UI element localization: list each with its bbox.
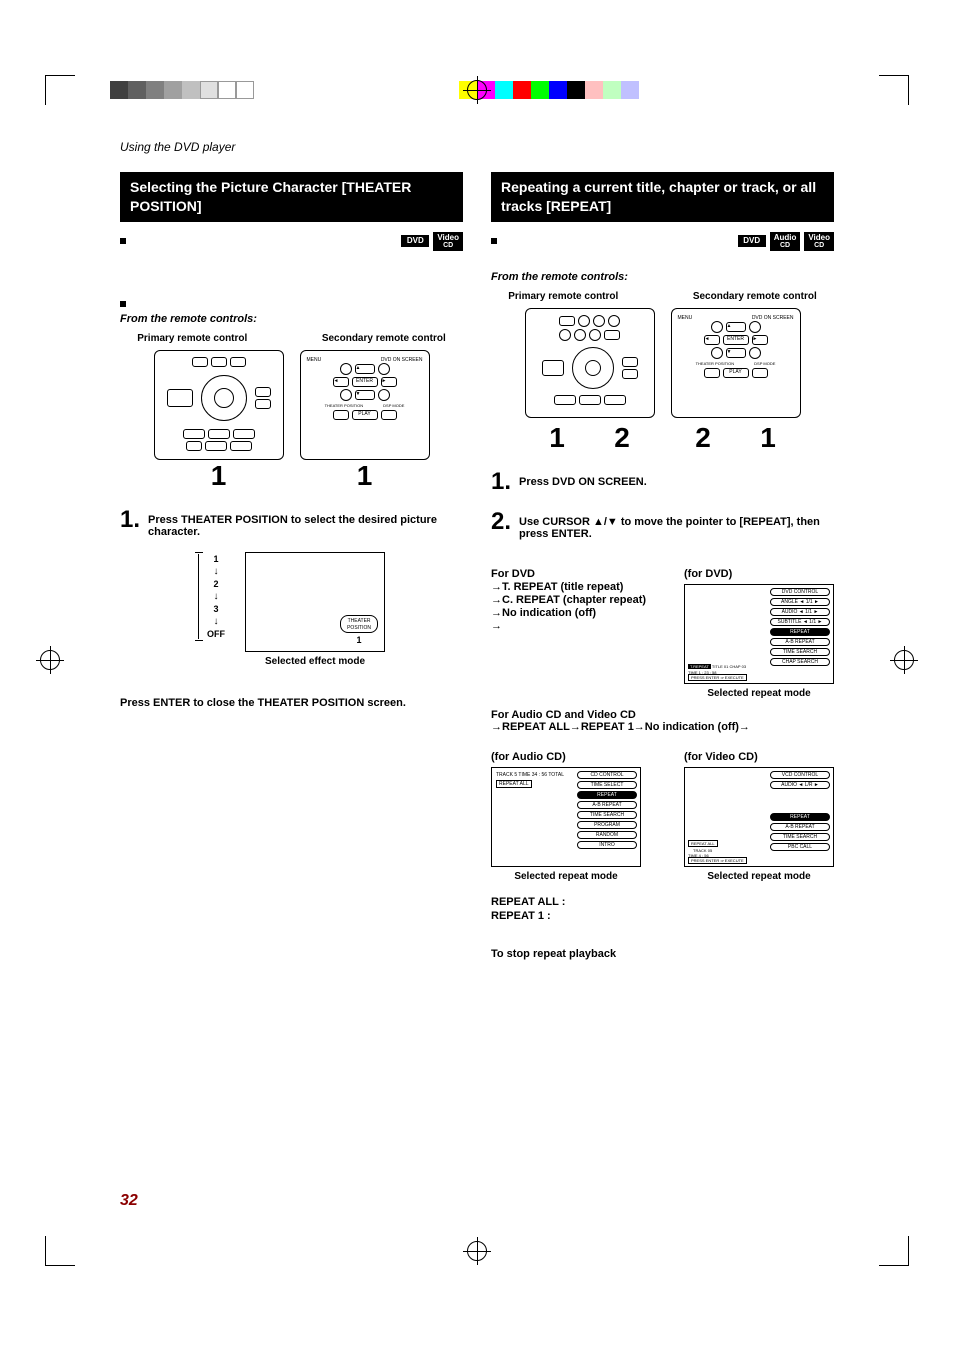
effect-cycle-list: 1 ↓ 2 ↓ 3 ↓ OFF [198, 552, 225, 667]
left-column: Selecting the Picture Character [THEATER… [120, 172, 463, 960]
step-text: Press THEATER POSITION to select the des… [148, 514, 463, 538]
crop-mark [45, 1236, 75, 1266]
video-osd-caption: Selected repeat mode [684, 871, 834, 882]
crop-mark [45, 75, 75, 105]
tv-caption: Selected effect mode [245, 656, 385, 667]
section-title-left: Selecting the Picture Character [THEATER… [120, 172, 463, 222]
video-cd-badge: VideoCD [433, 232, 463, 251]
secondary-remote-label: Secondary remote control [693, 291, 817, 302]
bullet-icon [120, 301, 126, 307]
registration-mark-right [894, 650, 914, 670]
primary-remote-diagram [525, 308, 655, 418]
primary-remote-label: Primary remote control [508, 291, 618, 302]
for-video-label: (for Video CD) [684, 751, 834, 763]
remote-diagrams-left: 1 MENUDVD ON SCREEN ▲ ◄ENTER► ▼ THEATER … [120, 350, 463, 492]
callout-number: 1 [300, 460, 430, 492]
section-title-right: Repeating a current title, chapter or tr… [491, 172, 834, 222]
page-number: 32 [120, 1192, 138, 1210]
crop-mark [879, 1236, 909, 1266]
primary-remote-diagram [154, 350, 284, 460]
print-marks-bottom [0, 1231, 954, 1271]
running-head: Using the DVD player [120, 140, 834, 154]
crop-mark [879, 75, 909, 105]
primary-remote-label: Primary remote control [137, 333, 247, 344]
remote-note-right: From the remote controls: [491, 271, 834, 283]
close-instruction: Press ENTER to close the THEATER POSITIO… [120, 697, 463, 709]
tv-screen-diagram: THEATERPOSITION 1 Selected effect mode [245, 552, 385, 667]
step-text: Use CURSOR ▲/▼ to move the pointer to [R… [519, 516, 834, 540]
osd-pill: THEATERPOSITION [340, 615, 378, 633]
step-number: 1. [491, 470, 511, 494]
registration-mark [467, 1241, 487, 1261]
print-marks-top [0, 70, 954, 110]
for-cd-label: For Audio CD and Video CD [491, 709, 834, 721]
dvd-osd-diagram: DVD CONTROL ANGLE ◄ 1/1 ► AUDIO ◄ 1/1 ► … [684, 584, 834, 684]
dvd-osd-caption: Selected repeat mode [684, 688, 834, 699]
bullet-icon [491, 238, 497, 244]
audio-osd-caption: Selected repeat mode [491, 871, 641, 882]
dvd-badge: DVD [738, 235, 766, 247]
stop-repeat-heading: To stop repeat playback [491, 948, 834, 960]
remote-diagrams-right: 12 MENUDVD ON SCREEN ▲ ◄ENTER► ▼ THEATER… [491, 308, 834, 454]
registration-mark [467, 80, 487, 100]
for-audio-label: (for Audio CD) [491, 751, 641, 763]
remote-note-left: From the remote controls: [120, 313, 463, 325]
effect-diagram-row: 1 ↓ 2 ↓ 3 ↓ OFF THEATERPOSITION 1 [120, 552, 463, 667]
audio-cd-osd-diagram: TRACK 5 TIME 34 : 56 TOTAL REPEAT ALL CD… [491, 767, 641, 867]
dvd-badge: DVD [401, 235, 429, 247]
bullet-icon [120, 238, 126, 244]
secondary-remote-diagram: MENUDVD ON SCREEN ▲ ◄ENTER► ▼ THEATER PO… [300, 350, 430, 460]
format-badges-right: DVD AudioCD VideoCD [491, 232, 834, 251]
secondary-remote-diagram: MENUDVD ON SCREEN ▲ ◄ENTER► ▼ THEATER PO… [671, 308, 801, 418]
audio-cd-badge: AudioCD [770, 232, 801, 251]
repeat-1-def: REPEAT 1 : [491, 910, 834, 922]
cd-repeat-cycle: →REPEAT ALL→REPEAT 1→No indication (off)… [491, 721, 834, 733]
greyscale-bar [110, 81, 254, 99]
for-dvd-osd-label: (for DVD) [684, 568, 834, 580]
format-badges-left: DVD VideoCD [120, 232, 463, 251]
right-column: Repeating a current title, chapter or tr… [491, 172, 834, 960]
page-content: Using the DVD player Selecting the Pictu… [120, 140, 834, 1210]
video-cd-osd-diagram: VCD CONTROL AUDIO ◄ L/R ► REPEAT A-B REP… [684, 767, 834, 867]
step-number: 2. [491, 510, 511, 534]
step-number: 1. [120, 508, 140, 532]
step-text: Press DVD ON SCREEN. [519, 476, 647, 488]
repeat-all-def: REPEAT ALL : [491, 896, 834, 908]
registration-mark-left [40, 650, 60, 670]
secondary-remote-label: Secondary remote control [322, 333, 446, 344]
for-dvd-label: For DVD [491, 568, 668, 580]
video-cd-badge: VideoCD [804, 232, 834, 251]
callout-number: 1 [154, 460, 284, 492]
dvd-repeat-list: →T. REPEAT (title repeat) →C. REPEAT (ch… [491, 581, 668, 632]
